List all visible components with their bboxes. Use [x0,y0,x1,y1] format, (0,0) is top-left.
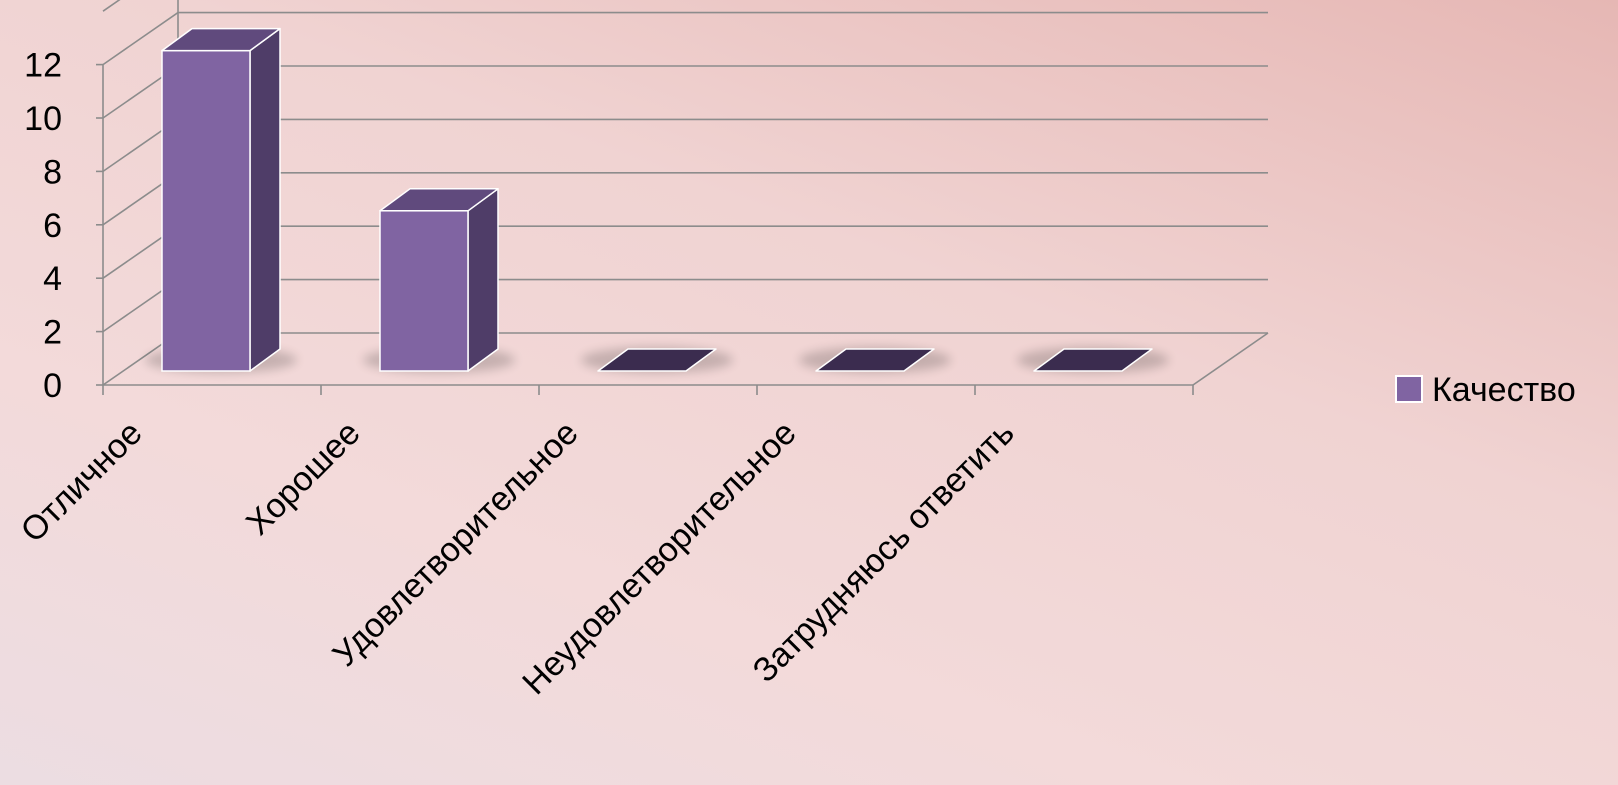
gridline [102,0,121,12]
bar [799,347,951,373]
y-tick-label: 4 [43,260,62,298]
x-axis-labels: Отличное ХорошееУдовлетворительноеНеудовл… [14,414,1022,702]
floor-edge [1192,332,1269,386]
legend-swatch [1395,375,1423,403]
chart-floor [102,332,1269,395]
bars [145,27,1169,373]
legend-label: Качество [1432,371,1576,409]
y-tick-label: 0 [43,367,62,405]
bar-side [467,188,499,372]
bar [145,27,297,373]
y-tick-label: 10 [24,100,62,138]
y-axis: 0 2 4 6 8 10 12 [24,47,104,405]
bar-top [161,27,281,52]
bar-top [815,348,935,372]
x-tick-label: Удовлетворительное [326,414,586,674]
legend[interactable]: Качество [1395,371,1576,409]
y-tick-label: 2 [43,314,62,352]
x-tick-label: Хорошее [239,414,368,543]
x-tick-label: Отличное [14,414,150,550]
y-tick-label: 12 [24,47,62,85]
y-tick-label: 6 [43,207,62,245]
bar-side [249,27,281,372]
y-tick-label: 8 [43,153,62,191]
bar-front [379,210,469,372]
bar-top [379,188,499,212]
bar-top [1033,348,1153,372]
bar [581,347,733,373]
bar [1017,347,1169,373]
bar-top [597,348,717,372]
bar [363,188,515,373]
bar-front [161,49,251,372]
